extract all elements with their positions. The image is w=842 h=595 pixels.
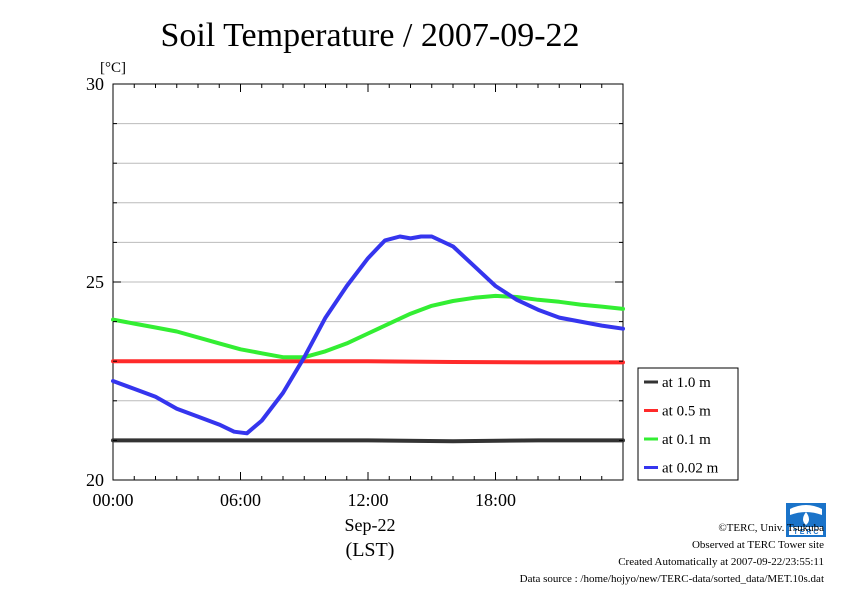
series-line-2 — [111, 293, 625, 360]
series-line-0 — [111, 438, 625, 444]
series-line-1 — [111, 359, 625, 365]
legend: at 1.0 m at 0.5 m at 0.1 m at 0.02 m — [637, 367, 739, 481]
legend-label: at 1.0 m — [662, 375, 711, 391]
x-tick-label: 18:00 — [475, 490, 516, 510]
y-tick-label: 20 — [86, 470, 104, 490]
series-line-3 — [111, 234, 625, 436]
y-tick-label: 30 — [86, 74, 104, 94]
legend-label: at 0.02 m — [662, 461, 719, 477]
y-tick-label: 25 — [86, 272, 104, 292]
data-source-text: Data source : /home/hojyo/new/TERC-data/… — [519, 573, 824, 585]
x-axis-date-label: Sep-22 — [345, 515, 396, 535]
observed-text: Observed at TERC Tower site — [691, 539, 824, 551]
x-tick-label: 06:00 — [220, 490, 261, 510]
created-text: Created Automatically at 2007-09-22/23:5… — [618, 556, 824, 568]
logo-text: T E R C — [794, 529, 819, 536]
series-layer — [111, 234, 625, 444]
x-tick-label: 12:00 — [347, 490, 388, 510]
legend-label: at 0.1 m — [662, 432, 711, 448]
copyright-text: ©TERC, Univ. Tsukuba — [718, 522, 824, 534]
legend-box — [637, 367, 739, 481]
y-axis-unit: [°C] — [100, 60, 126, 76]
x-axis-label: (LST) — [346, 539, 395, 561]
terc-logo: T E R C — [786, 503, 826, 537]
chart-title: Soil Temperature / 2007-09-22 — [160, 17, 579, 54]
grid-lines — [113, 123, 623, 441]
x-tick-label: 00:00 — [92, 490, 133, 510]
axis-ticks: 20 25 30 00:00 06:00 12:00 18:00 — [86, 74, 624, 510]
legend-label: at 0.5 m — [662, 404, 711, 420]
